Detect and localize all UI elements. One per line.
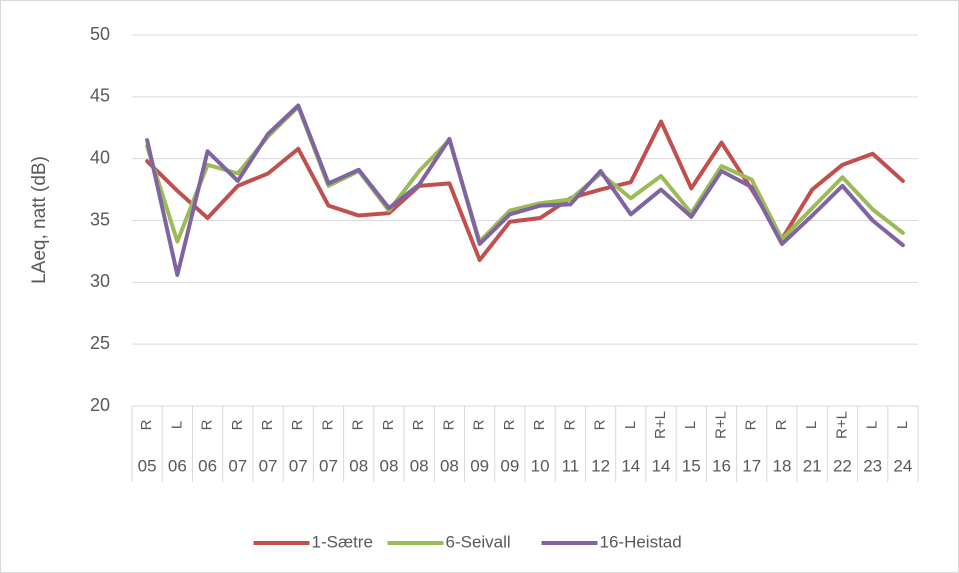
x-group-label: 08: [380, 456, 399, 475]
x-tick-label: R+L: [833, 411, 850, 439]
x-group-label: 14: [621, 456, 640, 475]
y-tick-label: 40: [90, 147, 110, 167]
x-group-label: 12: [591, 456, 610, 475]
y-axis-label: LAeq, natt (dB): [29, 156, 50, 284]
x-group-label: 22: [833, 456, 852, 475]
y-tick-label: 45: [90, 86, 110, 106]
x-group-label: 18: [773, 456, 792, 475]
x-tick-label: R: [380, 419, 397, 430]
x-tick-label: L: [168, 421, 185, 429]
x-group-label: 17: [742, 456, 761, 475]
x-group-label: 07: [319, 456, 338, 475]
y-tick-label: 20: [90, 395, 110, 415]
x-tick-label: L: [894, 421, 911, 429]
x-group-label: 10: [531, 456, 550, 475]
x-group-label: 06: [168, 456, 187, 475]
x-tick-label: L: [803, 421, 820, 429]
x-group-label: 09: [500, 456, 519, 475]
x-tick-label: L: [622, 421, 639, 429]
x-tick-label: R: [561, 419, 578, 430]
legend-label: 16-Heistad: [600, 532, 682, 551]
x-tick-label: R: [289, 419, 306, 430]
x-tick-label: R: [319, 419, 336, 430]
x-tick-label: R: [743, 419, 760, 430]
y-tick-label: 30: [90, 271, 110, 291]
y-tick-label: 25: [90, 333, 110, 353]
x-tick-label: R: [471, 419, 488, 430]
legend-label: 6-Seivall: [446, 532, 511, 551]
data-line: [145, 103, 905, 277]
x-tick-label: R+L: [652, 411, 669, 439]
y-tick-label: 35: [90, 209, 110, 229]
x-group-label: 08: [410, 456, 429, 475]
x-tick-label: R+L: [712, 411, 729, 439]
x-group-label: 07: [259, 456, 278, 475]
x-group-label: 21: [803, 456, 822, 475]
x-tick-label: R: [501, 419, 518, 430]
x-group-label: 09: [470, 456, 489, 475]
y-tick-label: 50: [90, 24, 110, 44]
x-tick-label: R: [592, 419, 609, 430]
x-group-label: 15: [682, 456, 701, 475]
x-tick-label: R: [350, 419, 367, 430]
x-tick-label: R: [259, 419, 276, 430]
x-group-label: 06: [198, 456, 217, 475]
x-group-label: 05: [138, 456, 157, 475]
x-tick-label: L: [864, 421, 881, 429]
x-tick-label: R: [773, 419, 790, 430]
x-tick-label: R: [138, 419, 155, 430]
x-group-label: 11: [562, 456, 580, 475]
x-tick-label: L: [682, 421, 699, 429]
x-group-label: 16: [712, 456, 731, 475]
x-group-label: 07: [228, 456, 247, 475]
x-tick-label: R: [229, 419, 246, 430]
x-tick-label: R: [410, 419, 427, 430]
x-group-label: 07: [289, 456, 308, 475]
x-tick-label: R: [531, 419, 548, 430]
x-group-label: 08: [440, 456, 459, 475]
x-tick-label: R: [440, 419, 457, 430]
legend-label: 1-Sætre: [312, 532, 373, 551]
x-group-label: 14: [652, 456, 671, 475]
x-tick-label: R: [199, 419, 216, 430]
x-group-label: 08: [349, 456, 368, 475]
x-group-label: 24: [893, 456, 912, 475]
x-group-label: 23: [863, 456, 882, 475]
